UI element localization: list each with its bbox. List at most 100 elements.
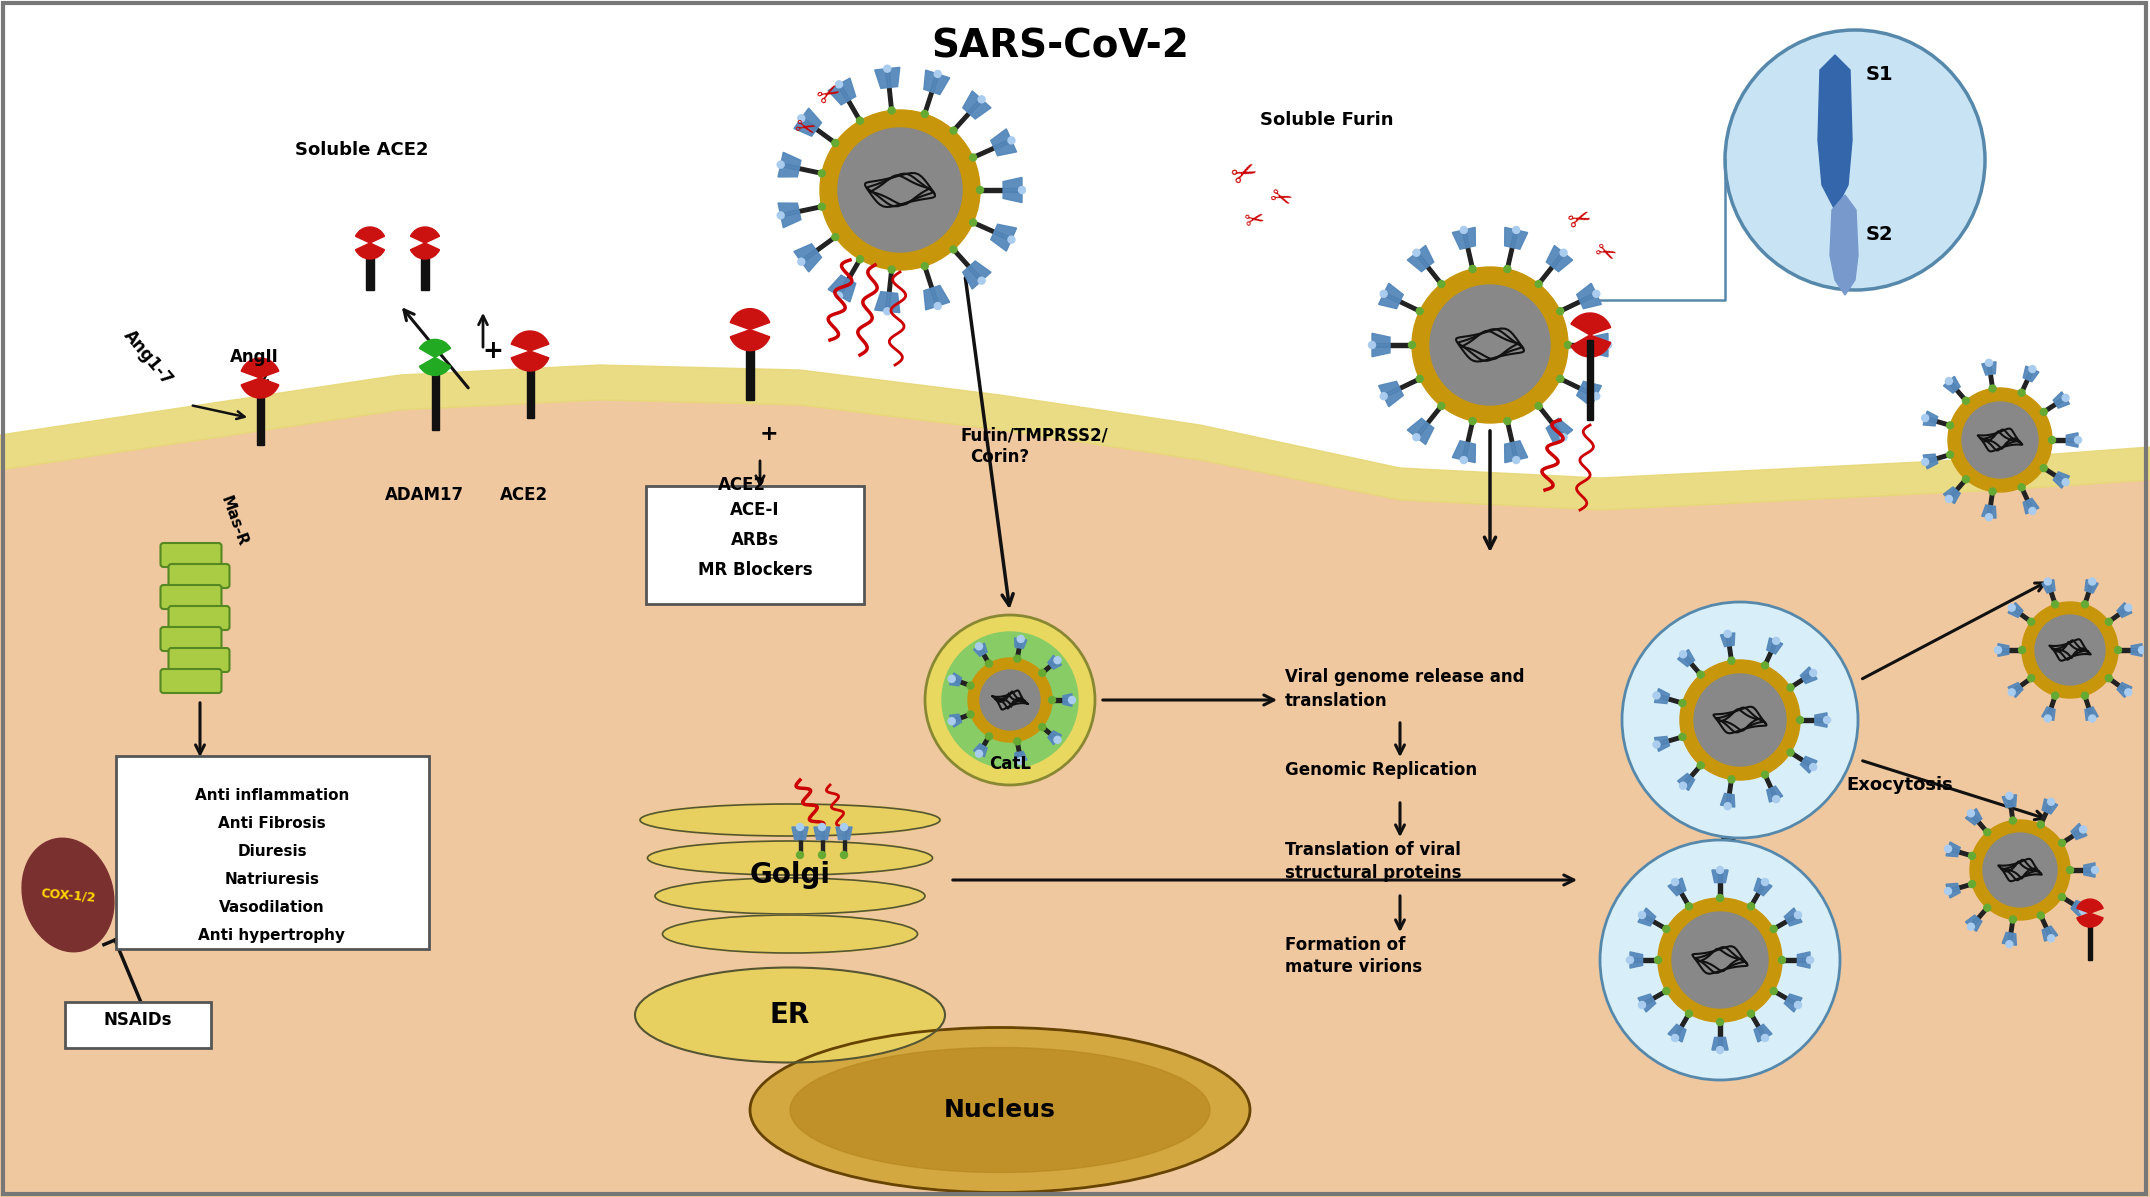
Polygon shape — [838, 84, 862, 122]
Circle shape — [2081, 692, 2088, 699]
Polygon shape — [2090, 582, 2098, 593]
Polygon shape — [1800, 667, 1812, 680]
Circle shape — [1653, 692, 1660, 699]
Polygon shape — [1019, 752, 1028, 761]
Polygon shape — [2023, 366, 2032, 379]
Circle shape — [2113, 646, 2122, 654]
Circle shape — [841, 824, 847, 831]
Polygon shape — [1726, 779, 1733, 807]
Polygon shape — [1759, 882, 1772, 895]
Text: Anti Fibrosis: Anti Fibrosis — [217, 816, 327, 831]
Polygon shape — [1924, 411, 1937, 421]
Polygon shape — [1750, 881, 1767, 907]
Circle shape — [1772, 637, 1780, 644]
Polygon shape — [1378, 382, 1400, 396]
Polygon shape — [2021, 486, 2034, 511]
Circle shape — [1600, 840, 1840, 1080]
FancyBboxPatch shape — [161, 627, 221, 651]
Ellipse shape — [647, 841, 933, 875]
Text: +: + — [759, 424, 778, 444]
Circle shape — [2019, 484, 2025, 491]
Polygon shape — [746, 342, 755, 400]
Polygon shape — [1965, 813, 1978, 825]
Polygon shape — [1800, 718, 1828, 722]
Polygon shape — [972, 221, 1013, 242]
Polygon shape — [1922, 454, 1937, 462]
Ellipse shape — [641, 804, 940, 836]
Circle shape — [2038, 821, 2045, 828]
Polygon shape — [2062, 895, 2083, 912]
Polygon shape — [1511, 440, 1529, 460]
Circle shape — [1413, 249, 1419, 256]
Polygon shape — [1815, 721, 1828, 728]
Polygon shape — [1718, 870, 1722, 898]
Polygon shape — [931, 285, 950, 306]
Polygon shape — [1062, 700, 1073, 706]
Circle shape — [776, 212, 785, 219]
Wedge shape — [355, 227, 385, 243]
Circle shape — [1944, 845, 1952, 852]
Circle shape — [1380, 393, 1387, 400]
Circle shape — [1716, 1019, 1724, 1026]
Polygon shape — [1987, 363, 1995, 389]
Circle shape — [2045, 715, 2051, 722]
Polygon shape — [1987, 491, 1995, 517]
Circle shape — [1370, 341, 1376, 348]
Polygon shape — [1946, 849, 1959, 857]
Circle shape — [856, 117, 864, 124]
Polygon shape — [1982, 363, 1991, 375]
Polygon shape — [1729, 794, 1735, 807]
Circle shape — [1557, 308, 1563, 315]
Circle shape — [888, 266, 894, 273]
Polygon shape — [1546, 245, 1563, 267]
Circle shape — [819, 170, 826, 177]
Polygon shape — [2070, 868, 2094, 871]
Polygon shape — [1774, 990, 1800, 1007]
Polygon shape — [2051, 438, 2079, 442]
Polygon shape — [821, 827, 830, 839]
Polygon shape — [780, 212, 802, 227]
Circle shape — [1795, 1002, 1802, 1009]
Polygon shape — [1718, 1022, 1722, 1050]
Polygon shape — [1944, 487, 1957, 499]
Polygon shape — [1015, 638, 1021, 648]
Polygon shape — [1948, 376, 1961, 390]
Polygon shape — [1763, 773, 1778, 800]
Polygon shape — [2042, 582, 2051, 593]
Circle shape — [888, 107, 894, 114]
Circle shape — [798, 259, 804, 266]
Polygon shape — [1591, 345, 1608, 357]
Text: Diuresis: Diuresis — [236, 844, 307, 859]
Circle shape — [968, 711, 974, 718]
Polygon shape — [978, 735, 991, 754]
Polygon shape — [2062, 828, 2083, 844]
Polygon shape — [1408, 418, 1428, 437]
Polygon shape — [974, 646, 983, 656]
Text: Soluble ACE2: Soluble ACE2 — [295, 141, 428, 159]
Polygon shape — [2053, 391, 2066, 405]
Polygon shape — [952, 98, 983, 132]
Polygon shape — [991, 232, 1010, 251]
Circle shape — [1638, 911, 1645, 918]
Circle shape — [1810, 669, 1817, 676]
Polygon shape — [2083, 870, 2094, 877]
Circle shape — [1984, 904, 1991, 911]
Polygon shape — [1720, 1038, 1729, 1050]
Circle shape — [2062, 394, 2068, 401]
Text: AngII: AngII — [230, 348, 280, 366]
Circle shape — [1748, 1010, 1754, 1017]
Wedge shape — [512, 351, 548, 371]
Circle shape — [819, 110, 980, 271]
Polygon shape — [2083, 581, 2094, 604]
Circle shape — [970, 154, 976, 160]
Circle shape — [1054, 736, 1060, 743]
Polygon shape — [2047, 802, 2058, 814]
Circle shape — [1054, 657, 1060, 663]
Circle shape — [1019, 187, 1026, 194]
Circle shape — [1989, 488, 1995, 496]
Polygon shape — [1997, 644, 2008, 650]
Circle shape — [2010, 916, 2017, 923]
Polygon shape — [952, 673, 961, 682]
Circle shape — [2019, 389, 2025, 396]
Polygon shape — [1972, 809, 1982, 822]
